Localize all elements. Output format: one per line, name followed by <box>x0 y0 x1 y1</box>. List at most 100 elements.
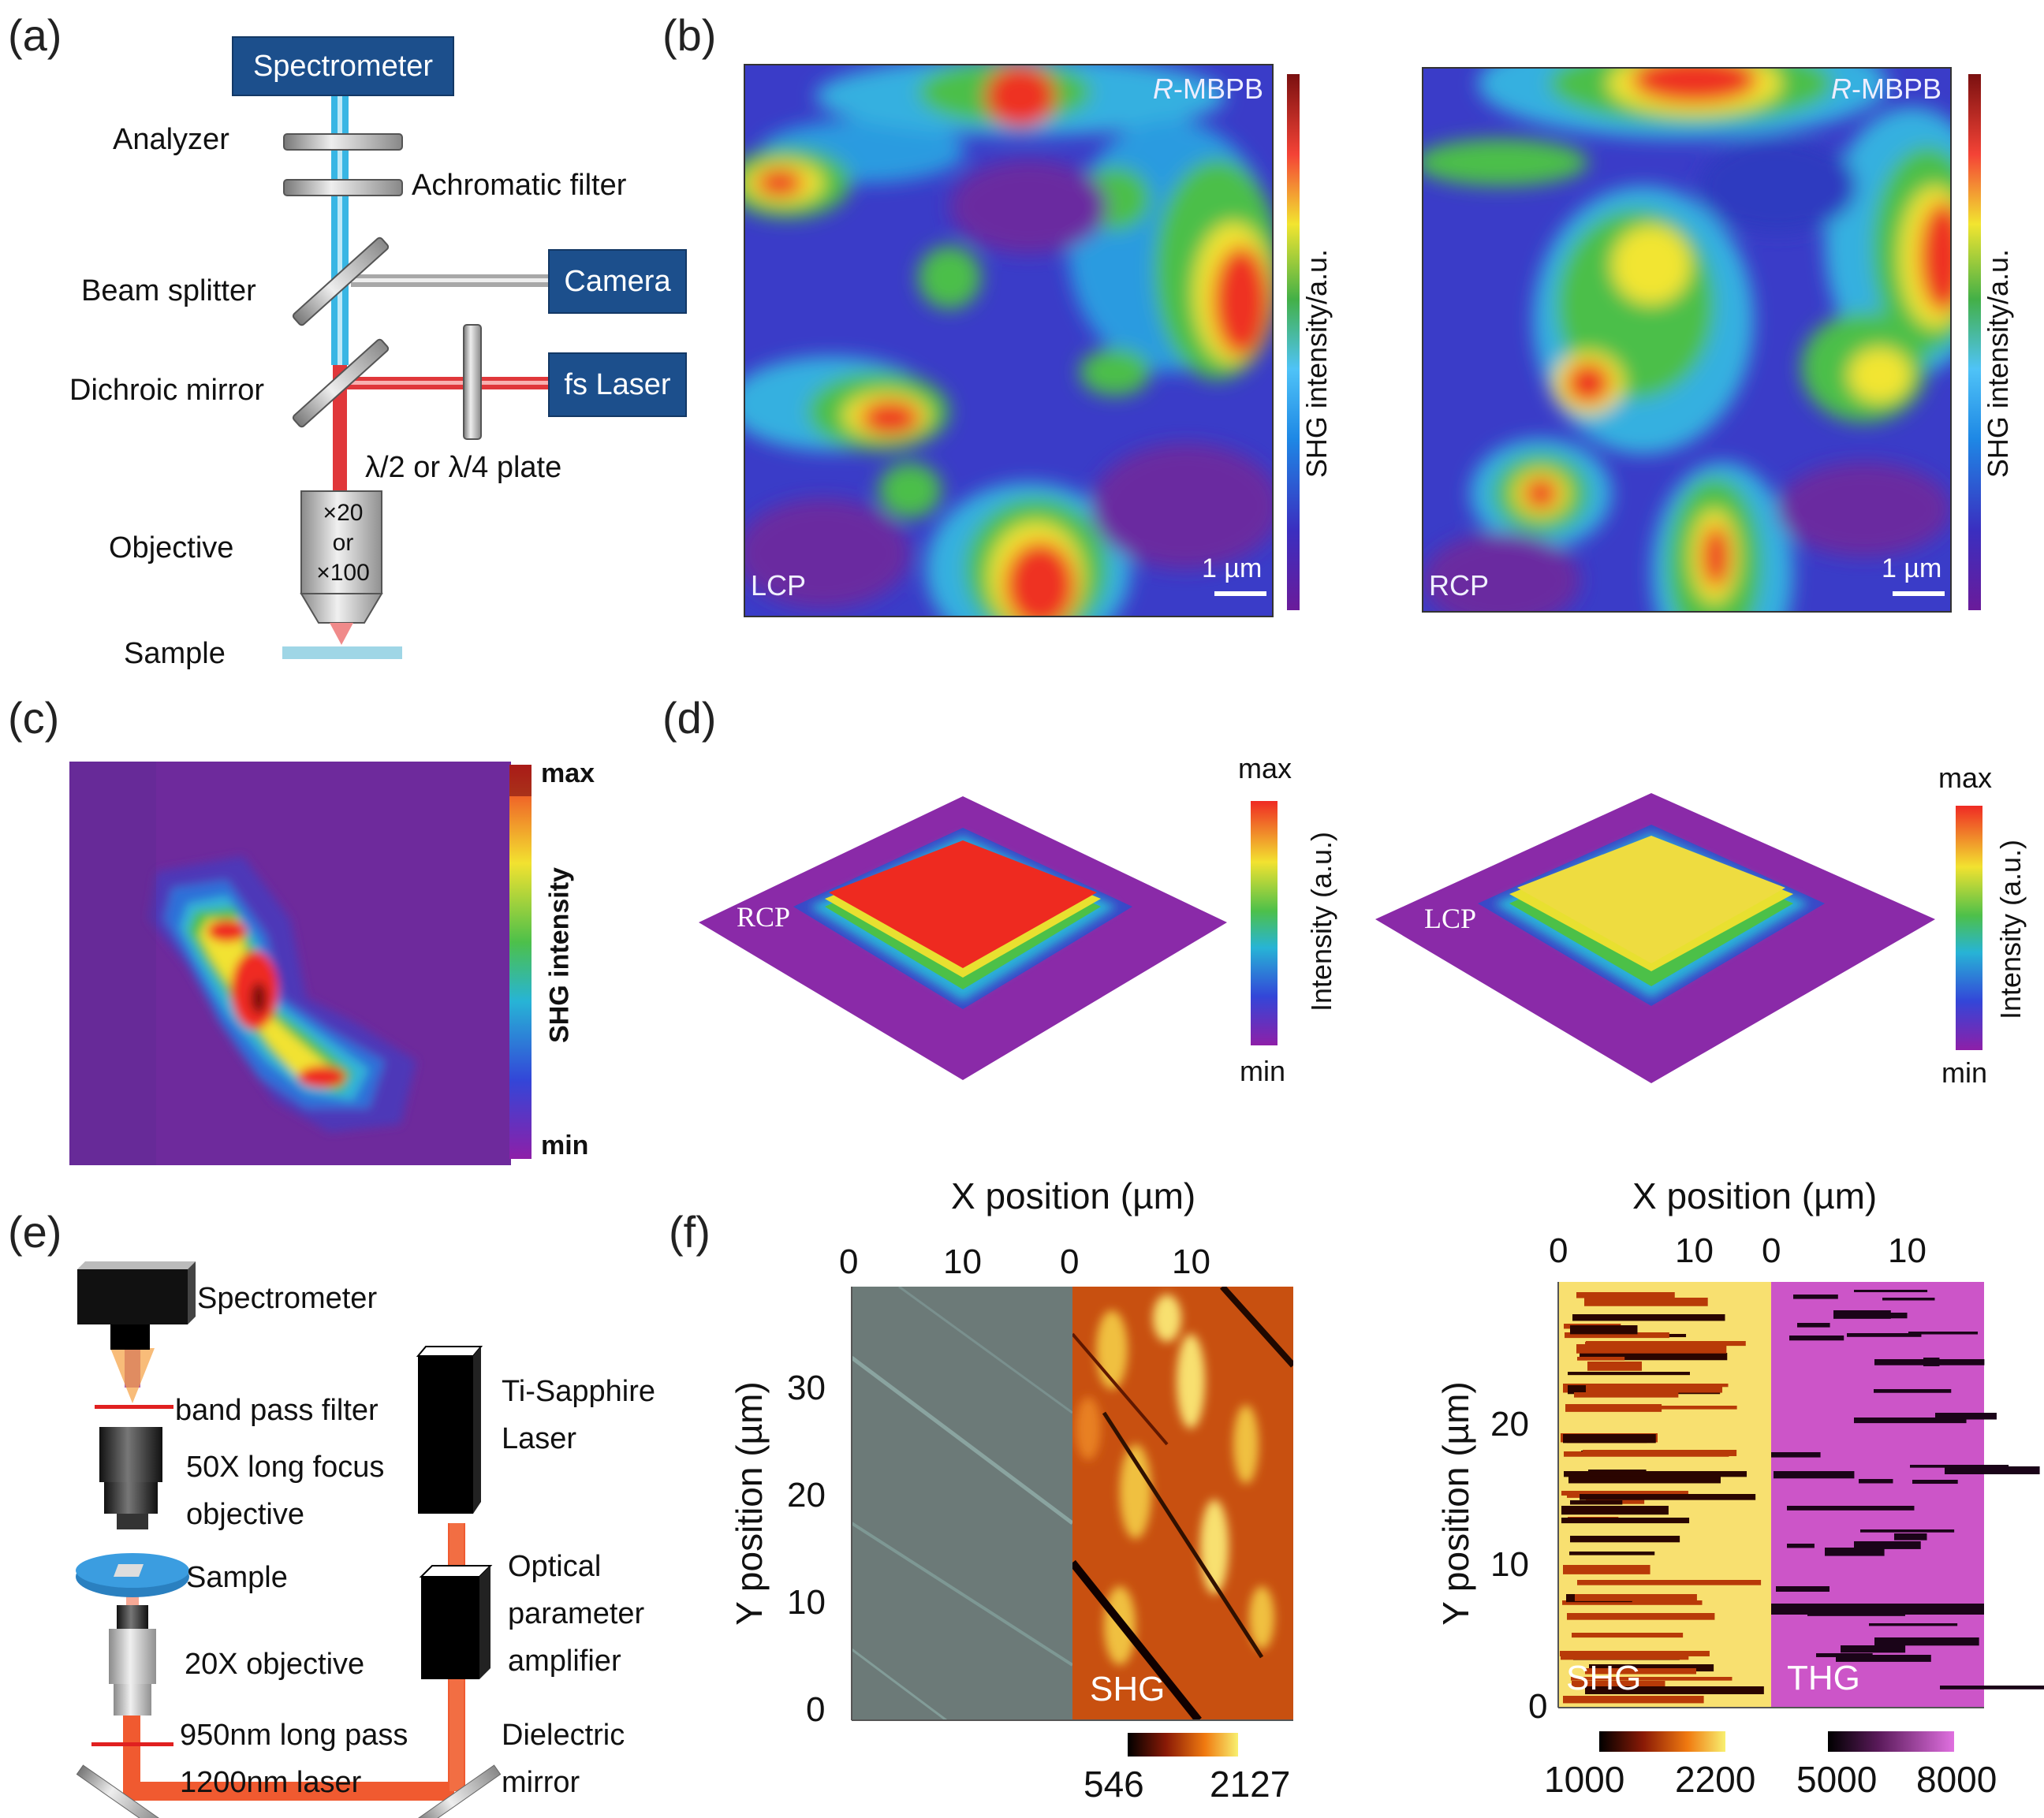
e-opa-label-1: Optical <box>508 1550 602 1583</box>
shg-streak <box>1575 1594 1697 1601</box>
f-right-label-shg: SHG <box>1566 1659 1642 1697</box>
focus-cone <box>330 623 353 645</box>
thg-streak <box>1874 1389 1952 1393</box>
panel-c-min: min <box>541 1131 589 1160</box>
dichroic-mirror-plate <box>292 338 390 428</box>
shg-streak <box>1570 1536 1680 1543</box>
e-mirror-label-1: Dielectric <box>502 1719 625 1752</box>
polarization-label-2: RCP <box>1429 569 1490 602</box>
shg-streak <box>1570 1500 1623 1505</box>
sample-label: Sample <box>124 637 226 670</box>
f-left-cbar-min: 546 <box>1084 1764 1144 1805</box>
thg-streak <box>1854 1418 1967 1424</box>
f-left-ytick-0: 0 <box>806 1690 826 1729</box>
surface-lcp-max: max <box>1938 762 1993 794</box>
thg-streak <box>1776 1586 1830 1592</box>
f-right-label-thg: THG <box>1787 1659 1860 1697</box>
f-left-ytick-3: 30 <box>787 1369 826 1407</box>
f-right-colorbar-1 <box>1599 1731 1725 1752</box>
f-left-ytick-1: 10 <box>787 1583 826 1622</box>
f-left-xtick-b1: 10 <box>1172 1242 1210 1281</box>
polarization-label-1: LCP <box>751 569 807 602</box>
scale-label-1: 1 µm <box>1202 553 1263 583</box>
spectrometer-box: Spectrometer <box>232 36 454 96</box>
shg-streak <box>1560 1651 1710 1656</box>
sample-slide <box>282 646 402 659</box>
shg-map-lcp <box>744 64 1274 617</box>
f-right-ytick-2: 20 <box>1490 1405 1529 1444</box>
f-right-cbar2-max: 8000 <box>1916 1759 1997 1800</box>
objective-mag-2: ×100 <box>316 560 370 586</box>
f-right-xtick-b1: 10 <box>1888 1231 1927 1270</box>
shg-intensity-map-c <box>69 762 511 1165</box>
thg-streak <box>1825 1548 1885 1556</box>
shg-map-rcp <box>1422 67 1952 613</box>
e-obj50-label-1: 50X long focus <box>186 1451 385 1484</box>
shg-colorbar-label-2: SHG intensity/a.u. <box>1982 248 2014 479</box>
shg-streak <box>1580 1353 1728 1361</box>
f-left-maps <box>851 1287 1293 1721</box>
e-opa-label-3: amplifier <box>508 1645 621 1678</box>
shg-streak <box>1570 1325 1638 1335</box>
shg-streak <box>1588 1470 1647 1477</box>
thg-streak <box>1841 1645 1906 1653</box>
panel-e-optics <box>76 1261 502 1818</box>
surface-rcp-axis-label: Intensity (a.u.) <box>1305 831 1337 1012</box>
f-left-ytick-2: 20 <box>787 1476 826 1514</box>
scale-label-2: 1 µm <box>1882 553 1942 583</box>
thg-streak <box>1854 1290 1928 1293</box>
panel-a-beams <box>282 93 548 659</box>
f-right-y-label: Y position (µm) <box>1435 1381 1476 1626</box>
e-longpass-label: 950nm long pass <box>180 1719 408 1752</box>
panel-label-d: (d) <box>662 693 717 743</box>
e-laser1200-label: 1200nm laser <box>180 1766 362 1799</box>
analyzer-plate <box>283 133 403 151</box>
beam-splitter-label: Beam splitter <box>81 274 256 307</box>
surface-lcp-label: LCP <box>1424 903 1477 934</box>
thg-streak <box>1836 1655 1931 1662</box>
panel-c-colorbar-label: SHG intensity <box>544 867 575 1043</box>
beam-splitter-plate <box>292 237 390 326</box>
shg-streak <box>1565 1404 1662 1412</box>
shg-streak <box>1585 1686 1764 1694</box>
e-mirror-label-2: mirror <box>502 1766 580 1799</box>
f-right-xtick-a0: 0 <box>1549 1231 1568 1270</box>
f-right-cbar1-min: 1000 <box>1544 1759 1625 1800</box>
thg-streak <box>1874 1637 1979 1646</box>
objective-mag-1: ×20 <box>323 500 364 526</box>
shg-streak <box>1572 1681 1665 1687</box>
shg-colorbar-1 <box>1287 74 1300 610</box>
thg-streak <box>1854 1541 1921 1549</box>
panel-label-c: (c) <box>8 693 60 743</box>
f-right-x-label: X position (µm) <box>1632 1175 1878 1216</box>
f-right-maps <box>1557 1282 2044 1708</box>
achromatic-filter-plate <box>283 179 403 196</box>
wave-plate <box>463 324 482 440</box>
shg-streak <box>1576 1292 1675 1298</box>
shg-streak <box>1564 1451 1729 1457</box>
f-left-xtick-a0: 0 <box>839 1242 859 1281</box>
panel-label-f: (f) <box>669 1207 711 1257</box>
thg-streak <box>1861 1313 1908 1319</box>
f-right-colorbar-2 <box>1828 1731 1954 1752</box>
objective-mag-or: or <box>332 530 354 556</box>
scale-bar-2 <box>1893 591 1945 596</box>
panel-label-e: (e) <box>8 1207 62 1257</box>
f-left-xtick-a1: 10 <box>943 1242 982 1281</box>
shg-streak <box>1561 1491 1688 1496</box>
objective-body <box>300 490 382 594</box>
shg-streak <box>1568 1372 1690 1376</box>
thg-streak <box>1789 1336 1844 1341</box>
shg-streak <box>1563 1434 1656 1444</box>
panel-label-a: (a) <box>8 10 62 60</box>
shg-streak <box>1563 1565 1650 1574</box>
thg-streak <box>1787 1506 1915 1511</box>
thg-streak <box>1874 1359 1985 1365</box>
fs-laser-box: fs Laser <box>548 352 687 417</box>
thg-streak <box>1771 1452 1821 1458</box>
surface-rcp-colorbar <box>1251 801 1278 1045</box>
thg-streak <box>1847 1333 1922 1337</box>
e-obj20-label: 20X objective <box>185 1648 365 1681</box>
compound-label-2: R-MBPB <box>1831 73 1942 105</box>
shg-streak <box>1571 1677 1733 1681</box>
